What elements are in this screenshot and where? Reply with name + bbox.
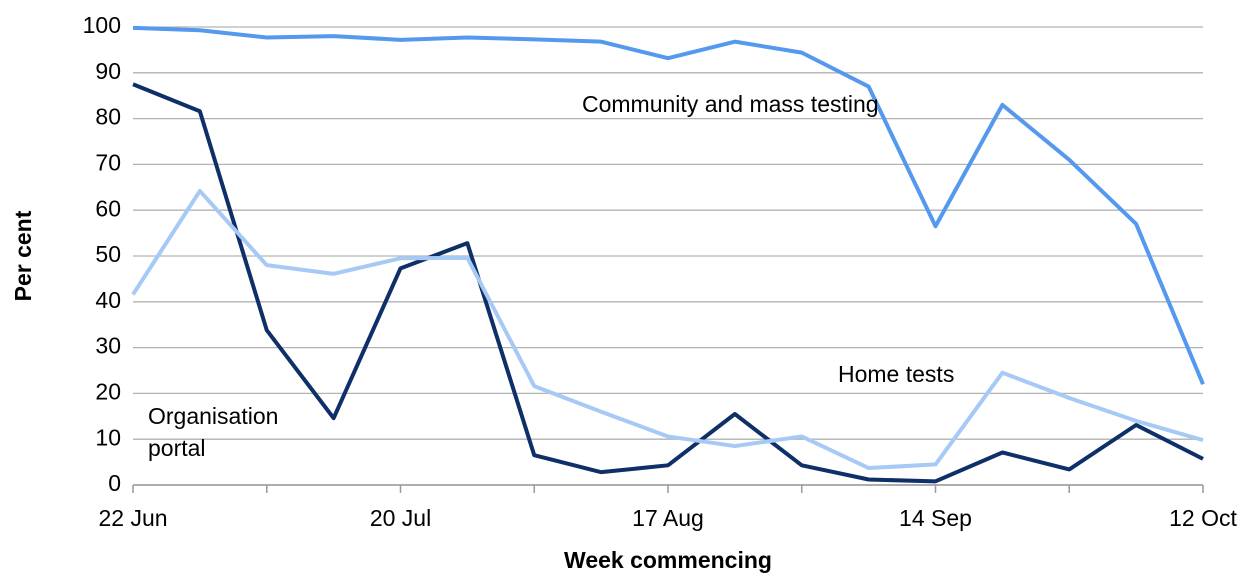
y-tick-label: 10 bbox=[95, 424, 121, 450]
annotation: Organisation portal bbox=[148, 403, 279, 461]
series-line bbox=[132, 82, 1204, 484]
y-tick-label: 30 bbox=[95, 333, 121, 359]
y-tick-label: 80 bbox=[95, 104, 121, 130]
y-tick-label: 40 bbox=[95, 287, 121, 313]
series-line bbox=[131, 188, 1204, 471]
y-axis-label: Per cent bbox=[10, 210, 36, 301]
x-tick-label: 17 Aug bbox=[632, 505, 704, 531]
y-tick-label: 70 bbox=[95, 149, 121, 175]
x-axis-label: Week commencing bbox=[564, 547, 772, 573]
x-tick-label: 20 Jul bbox=[370, 505, 431, 531]
y-tick-label: 50 bbox=[95, 241, 121, 267]
y-tick-label: 0 bbox=[108, 470, 121, 496]
x-tick-label: 22 Jun bbox=[98, 505, 167, 531]
annotation: Home tests bbox=[838, 361, 955, 387]
x-tick-label: 12 Oct bbox=[1169, 505, 1237, 531]
series-line bbox=[132, 25, 1205, 386]
annotation: Community and mass testing bbox=[582, 91, 879, 117]
x-tick-label: 14 Sep bbox=[899, 505, 972, 531]
y-tick-label: 100 bbox=[83, 12, 121, 38]
y-tick-label: 90 bbox=[95, 58, 121, 84]
y-tick-label: 60 bbox=[95, 195, 121, 221]
y-tick-label: 20 bbox=[95, 378, 121, 404]
